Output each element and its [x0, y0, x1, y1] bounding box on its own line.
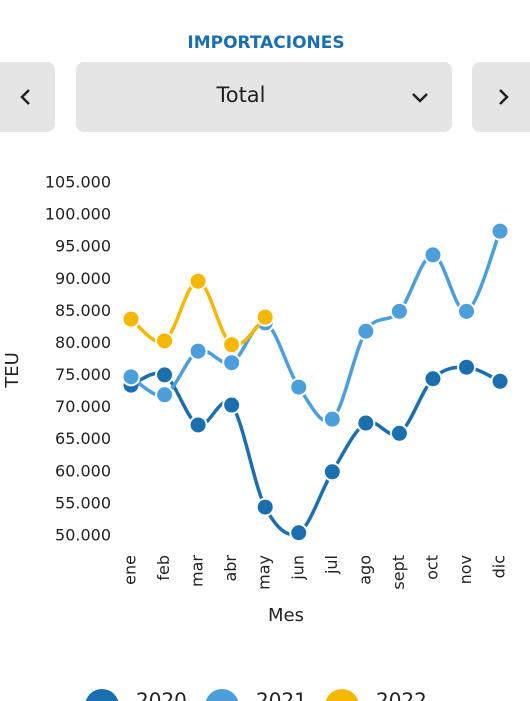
point [289, 523, 309, 543]
series-line [130, 365, 501, 536]
x-axis-title: Mes [268, 605, 304, 626]
y-tick-label: 70.000 [55, 397, 111, 416]
y-axis-title: TEU [2, 352, 23, 389]
point [490, 221, 510, 241]
x-tick-label: oct [422, 555, 441, 580]
point [121, 309, 141, 329]
point [121, 367, 141, 387]
prev-icon[interactable] [20, 89, 30, 105]
point [457, 357, 476, 377]
prev-button[interactable] [0, 62, 55, 132]
y-tick-label: 80.000 [55, 333, 111, 352]
legend-swatch [205, 689, 239, 701]
point [423, 369, 443, 389]
y-tick-label: 75.000 [55, 365, 111, 384]
y-tick-label: 105.000 [45, 173, 111, 192]
point [155, 331, 175, 351]
next-button[interactable] [472, 62, 530, 132]
chart-title: IMPORTACIONES [187, 33, 344, 53]
y-tick-label: 65.000 [55, 429, 111, 448]
point [255, 307, 275, 327]
point [155, 365, 175, 385]
y-tick-label: 90.000 [55, 269, 111, 288]
point [188, 271, 208, 291]
legend-label: 2021 [256, 689, 307, 701]
point [222, 395, 242, 415]
x-tick-label: ene [121, 555, 140, 585]
dropdown-bg[interactable] [76, 62, 452, 132]
point [188, 415, 208, 435]
x-tick-label: feb [154, 555, 173, 581]
point [389, 301, 409, 321]
point [155, 385, 175, 405]
dropdown-value[interactable]: Total [215, 83, 265, 107]
x-tick-label: nov [456, 555, 475, 584]
y-tick-label: 100.000 [45, 205, 111, 224]
point [289, 377, 309, 397]
dropdown-icon[interactable] [412, 93, 428, 103]
point [322, 462, 342, 482]
legend-label: 2022 [376, 689, 427, 701]
x-tick-label: ago [355, 555, 374, 585]
x-tick-label: dic [490, 555, 509, 578]
x-tick-label: sept [389, 555, 408, 590]
point [457, 301, 476, 321]
point [188, 341, 208, 361]
point [423, 245, 443, 265]
x-tick-label: abr [221, 555, 240, 582]
series-line [129, 279, 267, 348]
point [222, 335, 242, 355]
point [255, 497, 275, 517]
prev-button-bg[interactable] [0, 62, 55, 132]
x-tick-label: may [255, 555, 274, 590]
y-tick-label: 60.000 [55, 461, 111, 480]
series-line [130, 230, 502, 423]
point [490, 371, 510, 391]
y-tick-label: 85.000 [55, 301, 111, 320]
y-tick-label: 50.000 [55, 525, 111, 544]
point [356, 321, 376, 341]
point [389, 423, 409, 443]
legend-swatch [325, 689, 359, 701]
x-tick-label: jun [288, 555, 307, 581]
legend-swatch [85, 689, 119, 701]
legend-label: 2020 [136, 689, 187, 701]
point [222, 353, 242, 373]
dropdown[interactable]: Total [76, 62, 452, 132]
x-tick-label: mar [188, 555, 207, 587]
next-button-bg[interactable] [472, 62, 530, 132]
point [356, 413, 376, 433]
next-icon[interactable] [499, 89, 509, 105]
y-tick-label: 95.000 [55, 237, 111, 256]
y-tick-label: 55.000 [55, 493, 111, 512]
x-tick-label: jul [322, 555, 341, 575]
point [322, 409, 342, 429]
